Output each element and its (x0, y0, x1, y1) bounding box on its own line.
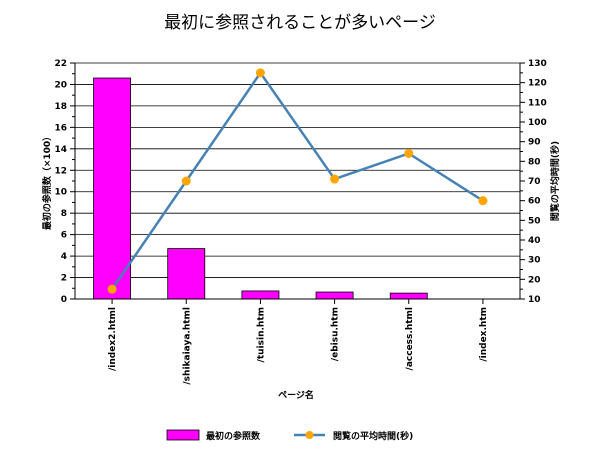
legend-line-marker (305, 431, 314, 439)
x-category-label: /index.htm (479, 307, 489, 362)
x-category-label: /tuisin.htm (256, 307, 266, 362)
x-category-label: /access.html (405, 307, 415, 370)
bar (389, 292, 428, 300)
y-right-tick-label: 60 (528, 197, 541, 207)
y-right-tick-label: 90 (528, 138, 541, 148)
line-point (330, 174, 340, 184)
legend-bar-swatch (166, 429, 200, 441)
y-axis-right-title: 閲覧の平均時間(秒) (549, 141, 561, 221)
y-axis-left-title: 最初の参照数（×100） (41, 132, 53, 230)
y-right-tick-label: 30 (528, 256, 541, 266)
y-right-tick-label: 70 (528, 177, 541, 187)
legend: 最初の参照数 閲覧の平均時間(秒) (166, 429, 413, 442)
x-category-label: /shikaiaya.html (182, 307, 192, 385)
x-category-label: /ebisu.htm (331, 307, 341, 361)
bar (241, 290, 280, 300)
bar (93, 77, 132, 300)
y-right-tick-label: 130 (528, 59, 547, 69)
y-left-tick-label: 14 (54, 145, 67, 155)
line-point (404, 148, 414, 158)
bar (315, 291, 354, 300)
y-left-tick-label: 0 (61, 295, 67, 305)
line-point (107, 284, 117, 294)
y-right-tick-label: 50 (528, 216, 541, 226)
y-right-tick-label: 100 (528, 118, 547, 128)
y-right-tick-label: 110 (528, 98, 547, 108)
bar (167, 248, 206, 300)
y-left-tick-label: 4 (61, 252, 67, 262)
y-left-tick-label: 6 (61, 231, 67, 241)
y-left-tick-label: 16 (54, 123, 67, 133)
line-point (478, 196, 488, 206)
y-right-tick-label: 80 (528, 157, 541, 167)
x-category-label: /index2.html (108, 307, 118, 371)
chart-title: 最初に参照されることが多いページ (164, 13, 436, 33)
legend-bar-label: 最初の参照数 (206, 430, 261, 442)
line-series (107, 68, 488, 294)
y-right-tick-label: 10 (528, 295, 541, 305)
line-point (181, 176, 191, 186)
x-axis-title: ページ名 (278, 389, 314, 401)
y-left-tick-label: 10 (54, 188, 67, 198)
axes (70, 62, 525, 304)
bar-series (93, 77, 428, 300)
y-left-tick-label: 2 (61, 274, 67, 284)
line-path (111, 70, 484, 290)
y-right-tick-label: 120 (528, 79, 547, 89)
y-left-tick-label: 12 (54, 166, 67, 176)
y-right-tick-label: 40 (528, 236, 541, 246)
y-left-tick-label: 8 (61, 209, 67, 219)
y-right-tick-label: 20 (528, 275, 541, 285)
tick-labels: 0 2 4 6 8 10 12 14 16 18 20 22 10 20 30 40 50 60 70 80 90 100… (54, 59, 546, 385)
y-left-tick-label: 18 (54, 102, 67, 112)
y-left-tick-label: 22 (54, 59, 67, 69)
legend-line-label: 閲覧の平均時間(秒) (333, 430, 413, 442)
line-point (255, 68, 265, 78)
y-left-tick-label: 20 (54, 80, 67, 90)
